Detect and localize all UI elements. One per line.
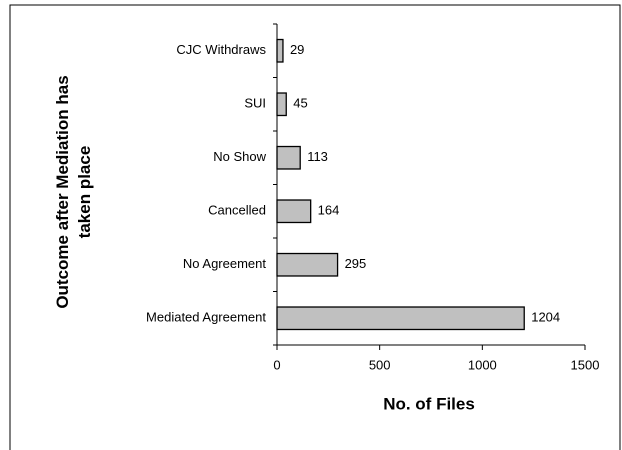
y-tick-label: Cancelled bbox=[208, 203, 266, 218]
y-tick-label: SUI bbox=[244, 96, 266, 111]
y-axis-title: Outcome after Mediation has taken place bbox=[53, 75, 94, 309]
y-tick-label: No Agreement bbox=[183, 256, 266, 271]
bar bbox=[276, 199, 312, 224]
value-label: 295 bbox=[345, 256, 367, 271]
bar bbox=[276, 145, 301, 170]
y-tick-label: CJC Withdraws bbox=[176, 42, 266, 57]
value-label: 29 bbox=[290, 42, 304, 57]
x-tick-label: 1000 bbox=[468, 357, 497, 372]
y-tick-label: No Show bbox=[213, 149, 266, 164]
bar bbox=[276, 92, 287, 117]
x-tick-label: 0 bbox=[273, 357, 280, 372]
bar bbox=[276, 306, 525, 331]
bar bbox=[276, 252, 339, 277]
x-axis-title: No. of Files bbox=[383, 394, 475, 413]
value-label: 45 bbox=[293, 96, 307, 111]
frame bbox=[9, 4, 621, 450]
value-label: 164 bbox=[318, 203, 340, 218]
value-label: 1204 bbox=[531, 310, 560, 325]
bar bbox=[276, 38, 284, 63]
x-tick-label: 1500 bbox=[571, 357, 600, 372]
value-label: 113 bbox=[307, 149, 328, 164]
x-tick-label: 500 bbox=[369, 357, 391, 372]
y-tick-label: Mediated Agreement bbox=[146, 310, 266, 325]
